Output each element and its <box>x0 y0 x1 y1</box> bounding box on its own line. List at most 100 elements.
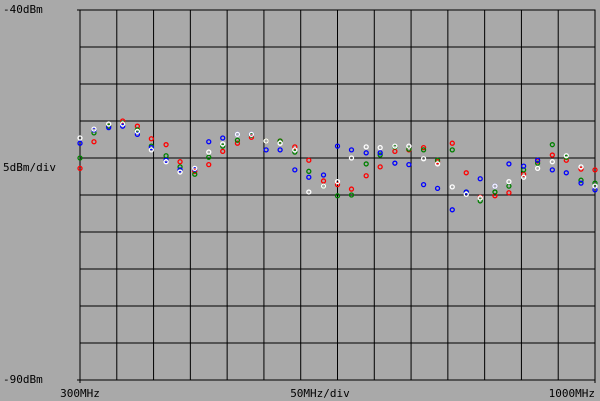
data-point <box>334 181 341 188</box>
data-point <box>449 147 455 153</box>
data-point <box>277 138 283 144</box>
data-point <box>420 144 427 151</box>
data-point <box>549 152 555 158</box>
data-point <box>506 179 512 185</box>
data-point <box>563 153 569 159</box>
data-point <box>148 144 155 151</box>
data-point <box>363 161 369 167</box>
data-point <box>263 138 269 144</box>
data-point <box>148 136 155 142</box>
data-point <box>506 161 512 167</box>
data-point <box>77 165 83 172</box>
data-point <box>363 144 369 150</box>
data-point <box>292 167 298 173</box>
data-point <box>520 174 527 180</box>
data-point <box>206 139 212 145</box>
data-point <box>106 121 112 127</box>
data-point <box>434 185 441 191</box>
y-tick-label: -90dBm <box>3 373 43 386</box>
plot-border <box>79 9 596 381</box>
data-point <box>120 123 126 129</box>
data-point <box>592 180 598 186</box>
data-point <box>177 164 183 170</box>
data-point <box>206 154 212 160</box>
data-point <box>449 207 455 213</box>
data-point <box>220 135 226 141</box>
data-point <box>377 152 383 158</box>
data-point <box>578 177 584 183</box>
data-point <box>549 167 555 173</box>
data-point <box>549 142 555 148</box>
data-point <box>334 143 341 149</box>
data-point <box>177 169 183 175</box>
x-tick-label: 1000MHz <box>549 387 595 400</box>
data-point <box>449 140 455 146</box>
data-point <box>320 183 327 189</box>
data-point <box>406 162 412 168</box>
data-point <box>234 140 241 146</box>
data-point <box>306 168 312 174</box>
data-point <box>363 173 369 179</box>
data-point <box>392 160 398 166</box>
data-point <box>563 170 569 176</box>
data-point <box>91 126 97 132</box>
data-point <box>334 179 341 185</box>
data-point <box>134 131 141 137</box>
data-point <box>277 147 283 153</box>
data-point <box>506 190 512 196</box>
data-point <box>420 181 427 188</box>
data-point <box>377 164 383 170</box>
data-point <box>534 165 541 172</box>
data-point <box>463 191 469 197</box>
data-point <box>134 128 141 135</box>
data-point <box>306 157 312 163</box>
data-point <box>549 159 555 165</box>
data-point <box>477 195 483 201</box>
data-point <box>434 161 441 167</box>
data-point <box>148 147 155 153</box>
data-point <box>120 118 126 124</box>
data-point <box>406 143 412 149</box>
data-point <box>206 162 212 168</box>
data-point <box>592 167 598 173</box>
data-point <box>220 148 226 154</box>
data-point <box>234 131 241 137</box>
data-point <box>377 150 383 156</box>
data-point <box>192 165 198 172</box>
data-point <box>77 135 83 141</box>
data-point <box>534 157 541 163</box>
data-point <box>578 180 584 186</box>
data-point <box>420 156 427 162</box>
data-point <box>91 139 97 145</box>
data-point <box>578 166 584 172</box>
data-point <box>320 172 327 178</box>
x-tick-label: 300MHz <box>60 387 100 400</box>
data-point <box>234 137 241 143</box>
data-point <box>306 174 312 180</box>
data-point <box>177 167 183 173</box>
data-point <box>292 149 298 155</box>
y-division-label: 5dBm/div <box>3 161 56 174</box>
x-division-label: 50MHz/div <box>290 387 350 400</box>
data-point <box>363 150 369 156</box>
data-point <box>206 149 212 155</box>
data-point <box>348 147 355 153</box>
data-point <box>220 141 226 147</box>
data-point <box>177 159 183 165</box>
data-point <box>306 189 312 195</box>
data-point <box>120 121 126 127</box>
data-point <box>348 192 355 198</box>
data-point <box>277 140 283 146</box>
data-point <box>592 183 598 189</box>
data-point <box>492 189 498 195</box>
data-point <box>492 183 498 189</box>
data-point <box>292 144 298 150</box>
data-point <box>163 159 169 165</box>
data-point <box>463 170 469 176</box>
data-point <box>477 198 483 204</box>
data-point <box>192 168 198 174</box>
data-point <box>77 155 83 161</box>
